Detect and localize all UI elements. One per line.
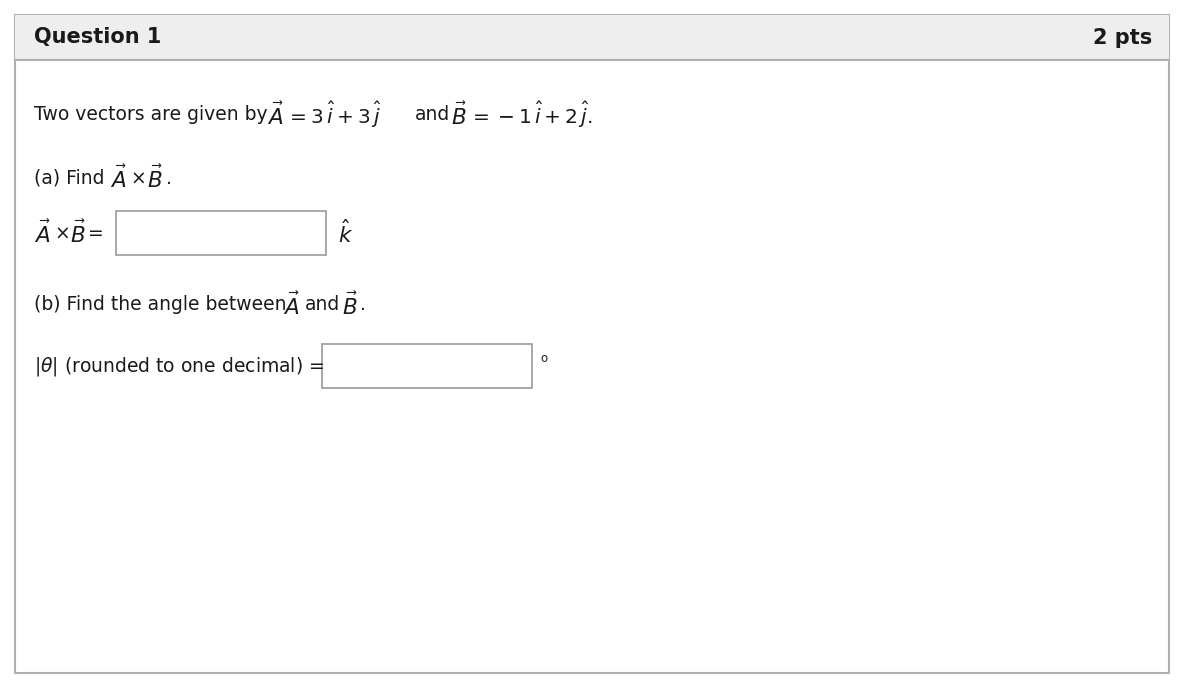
Text: and: and xyxy=(416,105,450,125)
Text: $\vec{A}$: $\vec{A}$ xyxy=(34,219,51,246)
Text: $\times$: $\times$ xyxy=(130,169,146,188)
FancyBboxPatch shape xyxy=(322,344,532,388)
Text: $\hat{k}$: $\hat{k}$ xyxy=(337,219,353,247)
Text: (b) Find the angle between: (b) Find the angle between xyxy=(34,296,287,314)
Text: Question 1: Question 1 xyxy=(34,28,161,47)
Text: Two vectors are given by: Two vectors are given by xyxy=(34,105,268,125)
Text: o: o xyxy=(540,352,547,365)
Text: .: . xyxy=(360,296,366,314)
Text: $\vec{B}$: $\vec{B}$ xyxy=(342,292,359,319)
FancyBboxPatch shape xyxy=(15,15,1169,673)
Text: $\vec{A}$: $\vec{A}$ xyxy=(268,101,284,129)
Text: $\times$: $\times$ xyxy=(54,224,69,242)
Text: .: . xyxy=(166,169,172,188)
Text: $\vec{B}$: $\vec{B}$ xyxy=(70,219,86,246)
Text: (a) Find: (a) Find xyxy=(34,169,104,188)
Text: $= 3\,\hat{i} + 3\,\hat{j}$: $= 3\,\hat{i} + 3\,\hat{j}$ xyxy=(287,100,381,130)
Text: $\vec{A}$: $\vec{A}$ xyxy=(283,292,301,319)
FancyBboxPatch shape xyxy=(116,211,326,255)
Text: $= -1\,\hat{i} + 2\,\hat{j}.$: $= -1\,\hat{i} + 2\,\hat{j}.$ xyxy=(469,100,593,130)
Text: 2 pts: 2 pts xyxy=(1093,28,1152,47)
Text: $\vec{B}$: $\vec{B}$ xyxy=(147,164,163,191)
FancyBboxPatch shape xyxy=(15,15,1169,60)
Text: $|\theta|$ (rounded to one decimal) =: $|\theta|$ (rounded to one decimal) = xyxy=(34,354,324,378)
Text: $\vec{A}$: $\vec{A}$ xyxy=(110,164,128,191)
Text: and: and xyxy=(305,296,340,314)
Text: =: = xyxy=(88,224,104,242)
Text: $\vec{B}$: $\vec{B}$ xyxy=(451,101,468,129)
